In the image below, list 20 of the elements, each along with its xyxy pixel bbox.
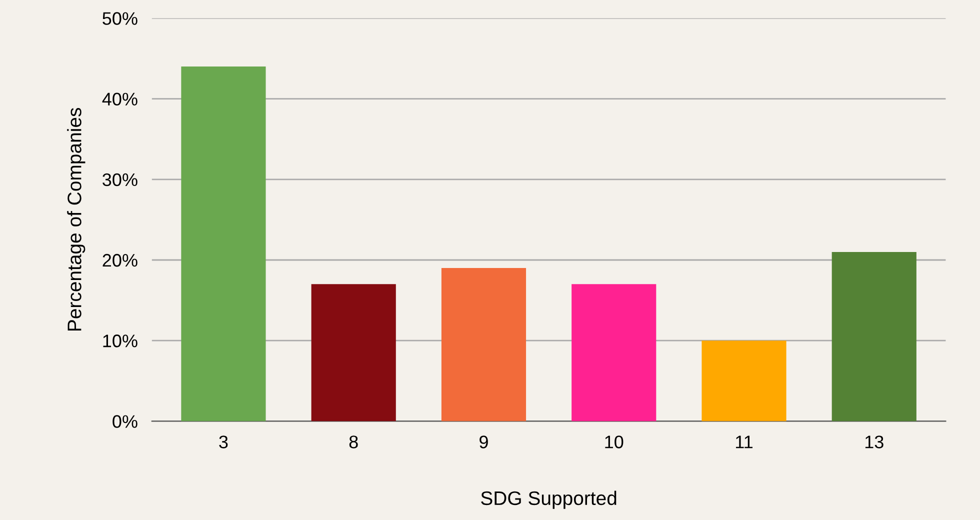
y-tick-label: 30% bbox=[102, 173, 138, 186]
y-tick-label: 40% bbox=[102, 92, 138, 106]
bar bbox=[311, 284, 396, 422]
x-axis-title: SDG Supported bbox=[481, 490, 616, 509]
y-axis-title: Percentage of Companies bbox=[67, 108, 86, 331]
bar bbox=[441, 268, 526, 422]
y-tick-label: 50% bbox=[102, 12, 138, 25]
x-tick-label: 3 bbox=[219, 436, 228, 448]
x-tick-label: 13 bbox=[865, 436, 884, 448]
y-tick-label: 0% bbox=[112, 415, 138, 428]
x-tick-label: 10 bbox=[605, 436, 624, 448]
bar bbox=[572, 284, 656, 422]
y-tick-label: 10% bbox=[103, 334, 138, 348]
bar bbox=[181, 66, 266, 422]
x-tick-label: 9 bbox=[480, 436, 488, 448]
bar bbox=[832, 252, 916, 422]
x-tick-label: 11 bbox=[736, 436, 752, 448]
bar bbox=[702, 340, 786, 422]
y-tick-label: 20% bbox=[102, 254, 138, 267]
x-tick-label: 8 bbox=[349, 436, 358, 448]
